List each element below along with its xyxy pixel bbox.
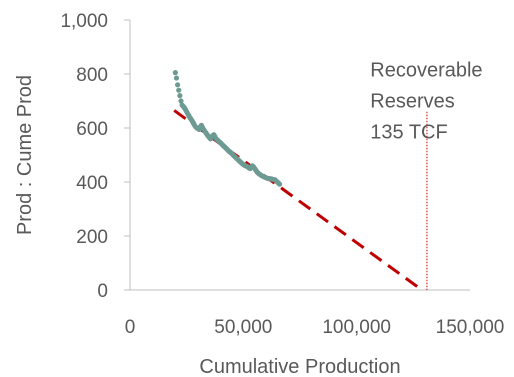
data-point [177, 93, 183, 99]
labels: 0 200 400 600 800 1,000 0 50,000 100,000 150,000 R… [60, 11, 504, 338]
data-point [178, 98, 184, 104]
annotation-line: Reserves [370, 91, 454, 113]
x-tick-label: 50,000 [214, 317, 272, 338]
y-tick-label: 600 [76, 119, 108, 140]
data-point [172, 70, 178, 76]
x-tick-label: 100,000 [322, 317, 391, 338]
x-axis-title: Cumulative Production [199, 356, 400, 377]
y-tick-label: 200 [76, 227, 108, 248]
x-tick-label: 0 [125, 317, 136, 338]
x-tick-label: 150,000 [436, 317, 505, 338]
annotation-line: Recoverable [370, 60, 482, 82]
y-tick-label: 0 [97, 281, 108, 302]
annotation-line: 135 TCF [370, 122, 447, 144]
data-point [176, 87, 182, 93]
y-tick-label: 400 [76, 173, 108, 194]
marks [172, 70, 428, 290]
y-tick-label: 800 [76, 65, 108, 86]
y-tick-label: 1,000 [60, 11, 108, 32]
data-point [173, 75, 180, 81]
data-point [175, 82, 181, 88]
data-point [277, 181, 283, 187]
axes [124, 19, 470, 291]
y-axis-title: Prod : Cume Prod [14, 75, 36, 235]
